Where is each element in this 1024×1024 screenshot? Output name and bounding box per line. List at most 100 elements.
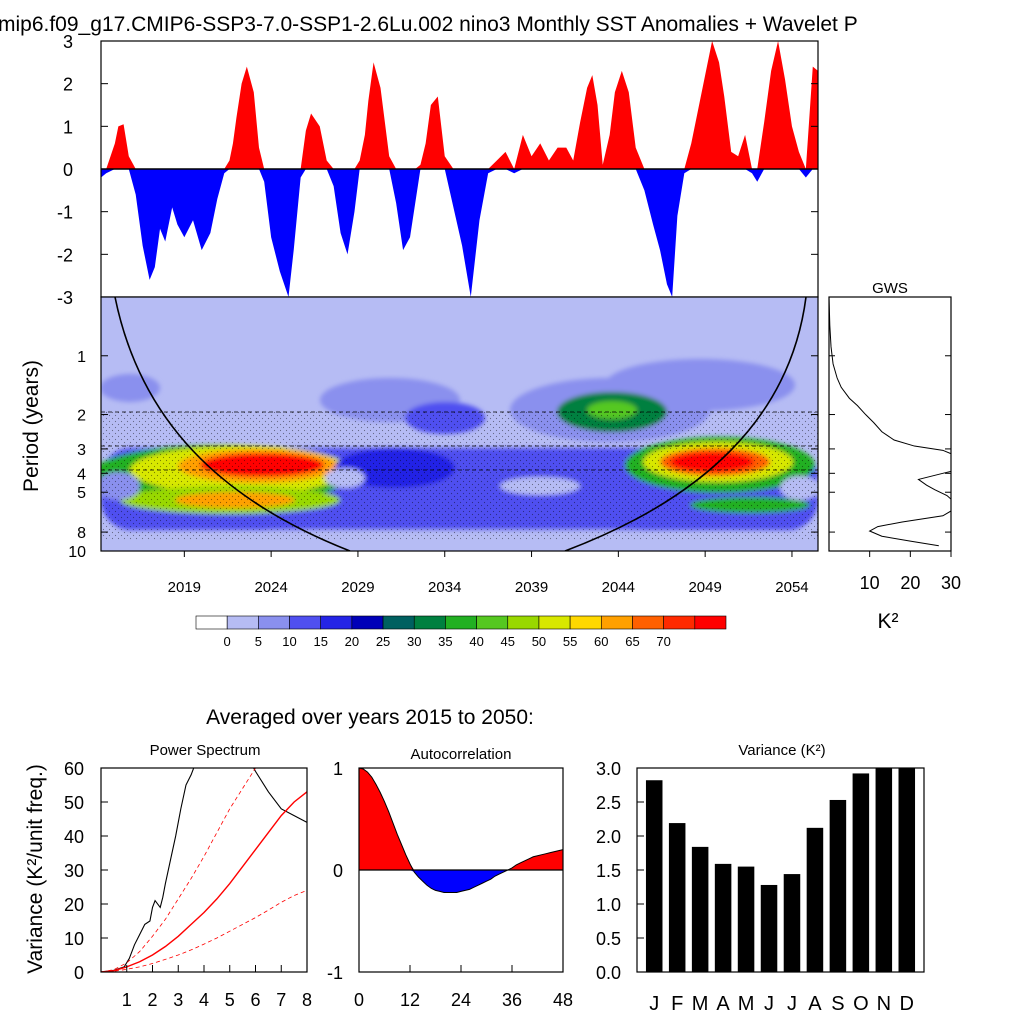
power-spectrum-y-tick-label: 50 xyxy=(64,793,84,813)
colorbar-label: 60 xyxy=(594,634,608,649)
variance-panel: Variance (K²) 3.02.52.01.51.00.50.0J F M A M… xyxy=(596,742,925,1015)
autocorrelation-x-tick-label: 12 xyxy=(400,990,420,1010)
anomaly-y-axis: 3 2 1 0 -1 -2 -3 xyxy=(57,32,818,308)
wavelet-y-tick-label: 1 xyxy=(77,349,86,366)
power-spectrum-x-tick-label: 5 xyxy=(225,990,235,1010)
anomaly-panel: 3 2 1 0 -1 -2 -3 xyxy=(57,32,819,308)
colorbar-label: 45 xyxy=(501,634,515,649)
wavelet-x-tick-label: 2054 xyxy=(775,579,808,596)
variance-bar xyxy=(783,874,801,972)
colorbar-label: 25 xyxy=(376,634,390,649)
cone-of-influence xyxy=(114,297,351,551)
colorbar-label: 30 xyxy=(407,634,421,649)
variance-title: Variance (K²) xyxy=(738,742,825,759)
variance-x-tick-label: J xyxy=(787,993,797,1015)
wavelet-x-tick-label: 2044 xyxy=(602,579,635,596)
power-spectrum-x-tick-label: 6 xyxy=(250,990,260,1010)
wavelet-y-axis: 1 2 3 4 5 8 10 xyxy=(68,349,818,561)
anomaly-y-tick-label: -1 xyxy=(57,203,73,223)
power-spectrum-y-tick-label: 0 xyxy=(74,963,84,983)
autocorrelation-x-tick-label: 36 xyxy=(502,990,522,1010)
figure-title: mip6.f09_g17.CMIP6-SSP3-7.0-SSP1-2.6Lu.0… xyxy=(0,13,858,36)
colorbar-swatch xyxy=(476,615,509,630)
variance-bar xyxy=(737,866,755,972)
wavelet-x-tick-label: 2049 xyxy=(688,579,721,596)
power-spectrum-y-tick-label: 60 xyxy=(64,759,84,779)
autocorrelation-y-tick-label: 1 xyxy=(333,759,343,779)
power-spectrum-series-3 xyxy=(101,768,256,972)
autocorrelation-y-tick-label: -1 xyxy=(327,963,343,983)
colorbar-label: 0 xyxy=(224,634,231,649)
wavelet-x-axis: 2019 2024 2029 2034 2039 2044 2049 2054 xyxy=(168,551,809,596)
colorbar-label: 40 xyxy=(469,634,483,649)
power-spectrum-x-tick-label: 3 xyxy=(173,990,183,1010)
wavelet-y-tick-label: 3 xyxy=(77,442,86,459)
gws-x-tick-label: 10 xyxy=(860,573,880,593)
colorbar-swatches xyxy=(195,615,727,630)
autocorrelation-area xyxy=(359,768,563,893)
colorbar-swatch xyxy=(351,615,384,630)
power-spectrum-y-label: Variance (K²/unit freq.) xyxy=(24,764,47,974)
power-spectrum-x-tick-label: 2 xyxy=(147,990,157,1010)
colorbar: 0 5 10 15 20 25 30 35 40 45 50 55 60 65 70 xyxy=(195,615,727,649)
variance-y-tick-label: 1.5 xyxy=(596,861,621,881)
colorbar-swatch xyxy=(569,615,602,630)
power-spectrum-y-tick-label: 30 xyxy=(64,861,84,881)
power-spectrum-series-0 xyxy=(101,768,307,972)
wavelet-x-tick-label: 2019 xyxy=(168,579,201,596)
wavelet-x-tick-label: 2039 xyxy=(515,579,548,596)
colorbar-swatch xyxy=(382,615,415,630)
power-spectrum-title: Power Spectrum xyxy=(150,742,261,759)
variance-bar xyxy=(668,823,686,972)
variance-bar xyxy=(760,884,778,972)
variance-y-tick-label: 0.5 xyxy=(596,929,621,949)
variance-x-tick-label: M xyxy=(738,993,755,1015)
variance-y-tick-label: 0.0 xyxy=(596,963,621,983)
variance-x-tick-label: J xyxy=(764,993,774,1015)
colorbar-swatch xyxy=(538,615,571,630)
autocorrelation-x-tick-label: 0 xyxy=(354,990,364,1010)
variance-y-tick-label: 3.0 xyxy=(596,759,621,779)
colorbar-swatch xyxy=(226,615,259,630)
anomaly-y-tick-label: 3 xyxy=(63,32,73,52)
gws-x-axis: 10 20 30 xyxy=(829,355,961,593)
autocorrelation-line xyxy=(359,768,563,893)
power-spectrum-series-1 xyxy=(101,791,307,972)
variance-x-tick-label: O xyxy=(853,993,869,1015)
wavelet-y-tick-label: 10 xyxy=(68,544,86,561)
variance-bar xyxy=(898,768,916,972)
variance-bar xyxy=(806,827,824,972)
colorbar-label: 50 xyxy=(532,634,546,649)
variance-bar xyxy=(645,780,663,972)
gws-title: GWS xyxy=(872,280,908,297)
autocorrelation-y-tick-label: 0 xyxy=(333,861,343,881)
wavelet-x-tick-label: 2024 xyxy=(254,579,287,596)
colorbar-label: 15 xyxy=(313,634,327,649)
colorbar-swatch xyxy=(663,615,696,630)
colorbar-label: 5 xyxy=(255,634,262,649)
autocorrelation-title: Autocorrelation xyxy=(411,746,512,763)
anomaly-y-tick-label: -3 xyxy=(57,288,73,308)
gws-frame xyxy=(828,296,952,552)
power-spectrum-panel: Power Spectrum 1 2 3 4 5 6 7 8 0 10 20 30 40 50 60 Var… xyxy=(24,742,312,1010)
wavelet-panel: 1 2 3 4 5 8 10 2019 2024 2029 2034 2039 2044 2049 205… xyxy=(20,296,819,596)
autocorrelation-axes: 0 12 24 36 48 1 0 -1 xyxy=(327,759,573,1010)
anomaly-y-tick-label: 1 xyxy=(63,117,73,137)
gws-panel: GWS 10 20 30 K² xyxy=(828,280,961,633)
variance-x-tick-label: F xyxy=(671,993,683,1015)
wavelet-blob xyxy=(605,359,795,411)
colorbar-swatch xyxy=(507,615,540,630)
wavelet-y-tick-label: 2 xyxy=(77,408,86,425)
colorbar-swatch xyxy=(289,615,322,630)
power-spectrum-axes: 1 2 3 4 5 6 7 8 0 10 20 30 40 50 60 xyxy=(64,759,312,1010)
cone-of-influence xyxy=(564,297,807,551)
variance-bar xyxy=(875,768,893,972)
variance-x-tick-label: J xyxy=(649,993,659,1015)
wavelet-x-tick-label: 2034 xyxy=(428,579,461,596)
power-spectrum-y-tick-label: 20 xyxy=(64,895,84,915)
wavelet-y-tick-label: 8 xyxy=(77,525,86,542)
autocorrelation-negative-area xyxy=(359,870,563,893)
variance-x-tick-label: N xyxy=(877,993,891,1015)
wavelet-significance xyxy=(101,410,818,540)
